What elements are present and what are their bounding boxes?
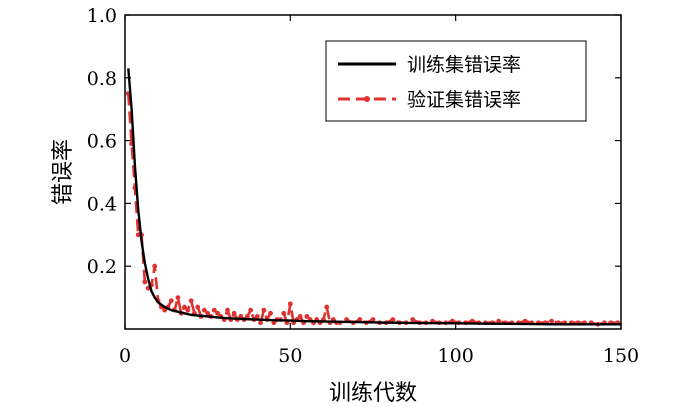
series-validation-point bbox=[152, 263, 158, 269]
legend: 训练集错误率 验证集错误率 bbox=[325, 40, 587, 122]
series-validation-point bbox=[261, 307, 267, 313]
series-validation-point bbox=[248, 307, 254, 313]
series-validation-point bbox=[287, 301, 293, 307]
series-validation-point bbox=[496, 318, 502, 324]
series-validation-point bbox=[135, 232, 141, 238]
series-validation-point bbox=[175, 295, 181, 300]
series-validation-point bbox=[211, 307, 217, 313]
x-tick-label: 0 bbox=[119, 345, 131, 367]
series-validation-point bbox=[182, 304, 187, 310]
y-tick-label: 0.6 bbox=[87, 131, 117, 153]
x-tick-label: 100 bbox=[438, 345, 474, 367]
series-training-line bbox=[127, 68, 621, 326]
series-validation-point bbox=[370, 317, 376, 322]
series-validation-point bbox=[188, 298, 194, 304]
series-validation-point bbox=[254, 314, 260, 319]
series-validation-point bbox=[195, 304, 201, 310]
series-validation-point bbox=[168, 298, 174, 304]
legend-val-marker bbox=[364, 96, 370, 102]
series-validation-point bbox=[549, 318, 554, 324]
x-axis-title: 训练代数 bbox=[329, 381, 417, 406]
series-validation-point bbox=[304, 314, 310, 319]
series-validation-point bbox=[281, 310, 287, 316]
y-tick-label: 0.2 bbox=[87, 256, 117, 278]
legend-train-label: 训练集错误率 bbox=[407, 54, 521, 76]
legend-val-label: 验证集错误率 bbox=[407, 89, 521, 111]
series-validation-point bbox=[205, 310, 211, 316]
series-validation-point bbox=[258, 320, 263, 326]
x-tick-label: 150 bbox=[603, 345, 639, 367]
series-validation-point bbox=[201, 307, 207, 313]
series-validation-point bbox=[268, 310, 273, 316]
series-validation-point bbox=[244, 314, 250, 319]
series-validation-point bbox=[215, 310, 220, 316]
series-validation-line bbox=[127, 93, 618, 326]
series-validation-point bbox=[162, 307, 168, 313]
series-validation-point bbox=[142, 279, 148, 285]
series-validation-point bbox=[410, 317, 416, 322]
series-validation-point bbox=[238, 314, 244, 319]
y-tick-label: 1.0 bbox=[87, 5, 117, 27]
plot-frame bbox=[124, 14, 622, 330]
series-validation-point bbox=[225, 307, 230, 313]
series-validation-point bbox=[324, 304, 330, 310]
y-tick-label: 0.8 bbox=[87, 68, 117, 90]
y-tick-label: 0.4 bbox=[87, 193, 117, 215]
y-axis-title: 错误率 bbox=[51, 139, 76, 205]
series-validation-point bbox=[357, 317, 363, 322]
x-tick-label: 50 bbox=[278, 345, 302, 367]
series-validation-point bbox=[185, 307, 191, 313]
legend-box bbox=[325, 40, 587, 122]
series-validation-point bbox=[271, 320, 277, 326]
series-validation-point bbox=[297, 314, 303, 319]
series-validation-point bbox=[390, 317, 396, 322]
series-validation-point bbox=[231, 310, 237, 316]
series-validation-point bbox=[522, 318, 528, 324]
